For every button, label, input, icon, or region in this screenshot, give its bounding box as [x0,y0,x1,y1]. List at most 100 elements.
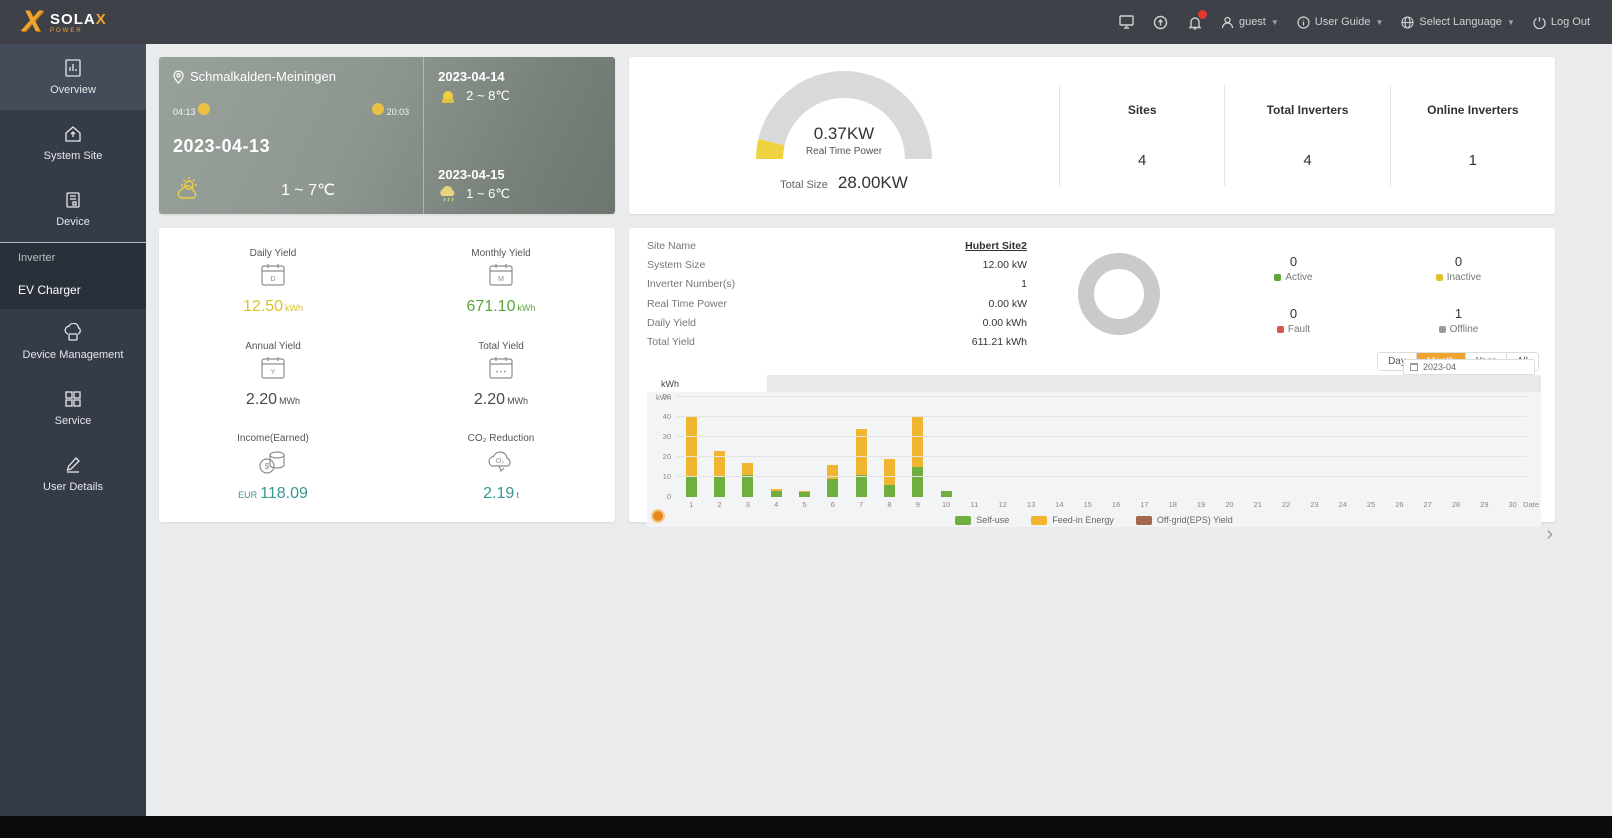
yield-label: Monthly Yield [471,248,531,260]
yield-item-daily-yield: Daily Yield D 12.50 kWh [159,236,387,329]
notification-bell-icon[interactable] [1187,10,1207,30]
svg-text:Y: Y [271,369,276,376]
legend-item-off-grid-eps-yield[interactable]: Off-grid(EPS) Yield [1135,515,1233,525]
co2-cloud-icon: O₂ [485,448,517,481]
yield-summary-card: Daily Yield D 12.50 kWh Monthly Yield M 671.10… [159,228,615,522]
notification-badge [1197,10,1207,19]
helper-dot-button[interactable] [651,509,665,523]
yield-label: Daily Yield [249,248,297,260]
x-tick-label: 27 [1423,500,1432,509]
bottom-bar [0,816,1612,838]
stacked-bar-day-5 [798,491,810,497]
svg-text:D: D [270,276,275,283]
legend-label: Self-use [976,515,1010,525]
svg-text:M: M [498,276,504,283]
status-label: Inactive [1446,271,1482,283]
solax-logo: X SOLAX POWER [22,7,107,37]
date-picker[interactable]: 2023-04 [1403,359,1535,375]
language-menu[interactable]: Select Language ▼ [1401,15,1515,29]
tab-kwh[interactable]: kWh [647,375,767,392]
sidebar-item-label: Service [54,415,92,427]
stat-online-inverters: Online Inverters 1 [1389,85,1555,186]
legend-item-feed-in-energy[interactable]: Feed-in Energy [1031,515,1114,525]
calendar-icon [1410,363,1418,371]
site-name-link[interactable]: Hubert Site2 [965,240,1027,252]
weather-location: Schmalkalden-Meiningen [190,69,336,84]
logout-label: Log Out [1550,16,1590,28]
svg-text:• • •: • • • [496,370,506,376]
upload-icon[interactable] [1153,14,1169,30]
legend-item-self-use[interactable]: Self-use [955,515,1009,525]
x-tick-label: 7 [859,500,864,509]
location-pin-icon [173,69,184,84]
user-label: guest [1238,16,1266,28]
yield-item-total-yield: Total Yield • • • 2.20 MWh [387,329,615,422]
status-dot-icon [1435,273,1443,281]
sidebar-item-device[interactable]: Device [0,176,146,242]
sidebar-item-system-site[interactable]: System Site [0,110,146,176]
calendar-day-icon: D [258,263,288,294]
legend-label: Feed-in Energy [1052,515,1114,525]
sun-cloud-icon [177,177,197,199]
y-tick-label: 30 [662,432,671,441]
weather-today-date: 2023-04-13 [173,136,271,156]
submenu-item-ev-charger[interactable]: EV Charger [18,283,81,297]
site-info-label: Inverter Number(s) [647,278,736,291]
monitoring-app-icon[interactable] [1119,14,1135,30]
yield-value: 2.20 MWh [245,390,301,408]
brand-text: SOLAX POWER [50,10,107,34]
user-guide-menu[interactable]: User Guide ▼ [1297,15,1383,29]
stacked-bar-day-6 [827,465,839,497]
x-tick-label: 5 [802,500,807,509]
stacked-bar-day-10 [940,491,952,497]
site-info-label: Site Name [647,240,697,252]
sidebar-item-service[interactable]: Service [0,375,146,441]
x-tick-label: 4 [774,500,779,509]
sun-icon [442,91,455,103]
inverter-status-donut [1078,253,1160,335]
x-tick-label: 12 [998,500,1007,509]
status-count: 0 [1289,305,1298,321]
site-info-row: Real Time Power 0.00 kW [647,298,1027,310]
x-tick-label: 15 [1083,500,1092,509]
yield-value: 12.50 kWh [242,298,304,316]
site-info-value: 611.21 kWh [971,335,1027,348]
x-tick-label: 9 [915,500,920,509]
sidebar-item-user-details[interactable]: User Details [0,441,146,507]
sunrise-icon [198,103,211,115]
sidebar-item-device-management[interactable]: Device Management [0,309,146,375]
service-icon [65,391,81,407]
x-tick-label: 14 [1055,500,1064,509]
main-content: Schmalkalden-Meiningen 04:13 20:03 2023-… [146,44,1612,838]
legend-swatch [1031,515,1048,525]
sidebar-device-block: Device Inverter EV Charger [0,176,146,309]
yield-chart: 2023-04 kWh 0 10 20 30 40 50 kWh 1 2 3 4 5 6 7 8 9 10 11… [647,359,1553,545]
sidebar-item-overview[interactable]: Overview [0,44,146,110]
x-tick-label: 29 [1480,500,1489,509]
device-management-icon [64,323,81,341]
status-inactive: 0 Inactive [1376,242,1541,294]
solax-x-icon: X [22,5,43,38]
site-info-list: Site Name Hubert Site2 System Size 12.00 kW… [647,238,1027,350]
site-icon [65,126,81,142]
status-dot-icon [1438,325,1446,333]
next-site-arrow[interactable]: › [1546,523,1553,545]
x-tick-label: 16 [1111,500,1121,509]
status-offline: 1 Offline [1376,294,1541,346]
site-info-value: 0.00 kWh [982,316,1027,329]
site-info-label: Real Time Power [647,297,727,310]
submenu-item-inverter[interactable]: Inverter [18,252,56,264]
y-tick-label: 40 [662,412,671,421]
sidebar: Overview System Site Device Inverter EV … [0,44,146,838]
calendar-year-icon: Y [258,356,288,387]
forecast-day-2: 2023-04-15 1 ~ 6℃ [438,167,601,202]
calendar-month-icon: M [486,263,516,294]
site-info-row: Total Yield 611.21 kWh [647,336,1027,348]
user-guide-label: User Guide [1314,16,1371,28]
stacked-bar-day-7 [855,429,867,497]
x-tick-label: 6 [830,500,835,509]
x-tick-label: 3 [745,500,750,509]
x-tick-label: 1 [689,500,694,509]
user-menu[interactable]: guest ▼ [1221,16,1279,29]
logout-button[interactable]: Log Out [1533,16,1590,29]
